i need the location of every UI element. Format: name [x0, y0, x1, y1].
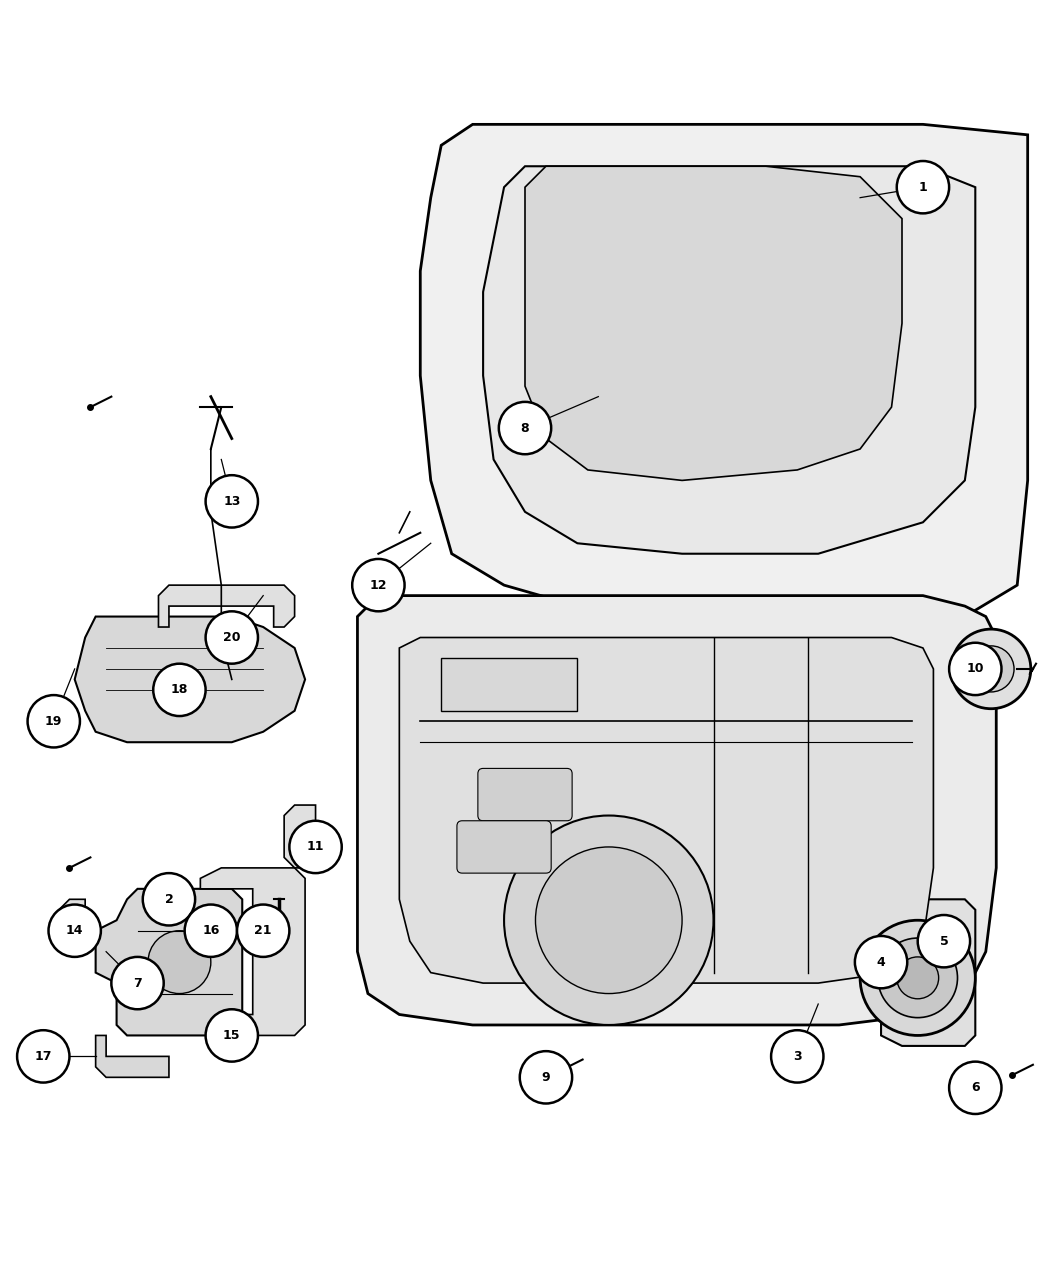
Text: 19: 19: [45, 715, 62, 728]
Circle shape: [48, 904, 101, 958]
Text: 11: 11: [307, 840, 324, 853]
Text: 4: 4: [877, 956, 885, 969]
Circle shape: [897, 161, 949, 213]
PathPatch shape: [201, 868, 306, 1035]
Text: 5: 5: [940, 935, 948, 947]
Circle shape: [771, 1030, 823, 1082]
PathPatch shape: [75, 617, 306, 742]
Text: 17: 17: [35, 1049, 52, 1063]
Circle shape: [949, 643, 1002, 695]
Circle shape: [499, 402, 551, 454]
FancyBboxPatch shape: [457, 821, 551, 873]
Circle shape: [111, 958, 164, 1010]
Text: 13: 13: [223, 495, 240, 507]
Circle shape: [153, 664, 206, 717]
Text: 2: 2: [165, 892, 173, 905]
Circle shape: [878, 938, 958, 1017]
Text: 14: 14: [66, 924, 83, 937]
Circle shape: [206, 611, 258, 664]
Text: 21: 21: [254, 924, 272, 937]
Circle shape: [968, 646, 1014, 692]
PathPatch shape: [357, 595, 996, 1025]
Circle shape: [918, 915, 970, 968]
Circle shape: [237, 904, 290, 958]
Text: 3: 3: [793, 1049, 801, 1063]
Circle shape: [949, 1062, 1002, 1114]
Circle shape: [860, 921, 975, 1035]
Text: 16: 16: [203, 924, 219, 937]
Circle shape: [290, 821, 341, 873]
Text: 9: 9: [542, 1071, 550, 1084]
PathPatch shape: [399, 638, 933, 983]
PathPatch shape: [525, 166, 902, 481]
PathPatch shape: [159, 585, 295, 627]
PathPatch shape: [285, 805, 316, 868]
Text: 20: 20: [223, 631, 240, 644]
Circle shape: [148, 931, 211, 993]
Circle shape: [951, 629, 1031, 709]
FancyBboxPatch shape: [478, 769, 572, 821]
Circle shape: [352, 558, 404, 611]
Circle shape: [504, 816, 714, 1025]
Circle shape: [206, 1010, 258, 1062]
Circle shape: [185, 904, 237, 958]
Circle shape: [897, 958, 939, 998]
Circle shape: [27, 695, 80, 747]
PathPatch shape: [96, 889, 243, 1035]
Circle shape: [536, 847, 682, 993]
PathPatch shape: [96, 1035, 169, 1077]
Text: 1: 1: [919, 181, 927, 194]
PathPatch shape: [881, 899, 975, 1046]
Text: 12: 12: [370, 579, 387, 592]
PathPatch shape: [420, 125, 1028, 617]
Text: 6: 6: [971, 1081, 980, 1094]
PathPatch shape: [441, 658, 578, 710]
PathPatch shape: [483, 166, 975, 553]
Circle shape: [520, 1051, 572, 1104]
Text: 10: 10: [967, 663, 984, 676]
Circle shape: [17, 1030, 69, 1082]
Circle shape: [206, 476, 258, 528]
Text: 7: 7: [133, 977, 142, 989]
Circle shape: [143, 873, 195, 926]
PathPatch shape: [59, 899, 85, 931]
Text: 15: 15: [223, 1029, 240, 1042]
Text: 8: 8: [521, 422, 529, 435]
Text: 18: 18: [171, 683, 188, 696]
Circle shape: [855, 936, 907, 988]
